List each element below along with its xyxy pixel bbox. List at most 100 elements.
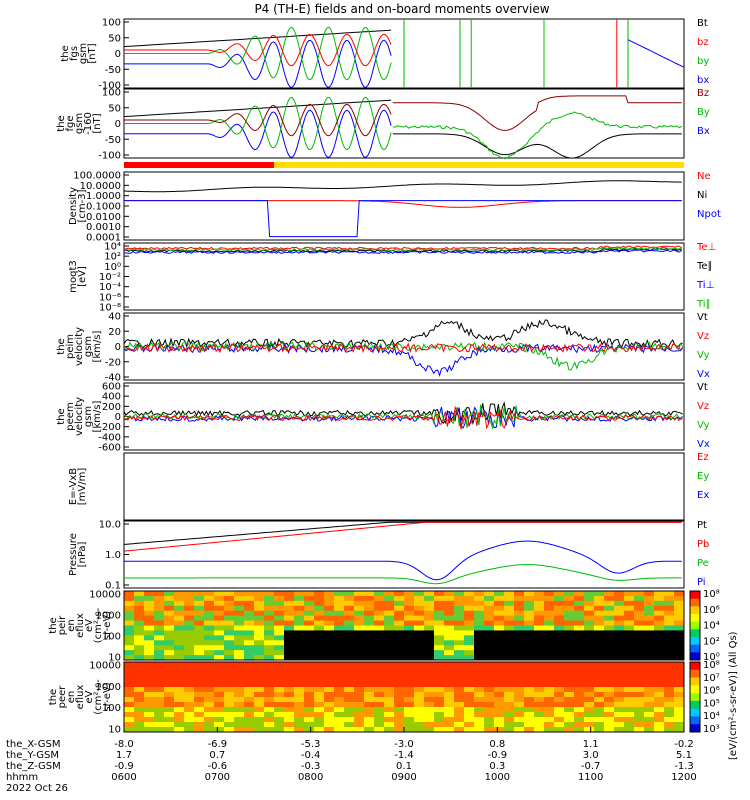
peer-cell bbox=[294, 722, 305, 728]
peir-cell bbox=[504, 610, 515, 617]
peer-cell bbox=[474, 722, 485, 728]
peer-cell bbox=[514, 672, 525, 678]
peer-cell bbox=[214, 717, 225, 723]
peir-cell bbox=[274, 635, 285, 641]
peir-cell bbox=[574, 635, 585, 641]
peir-cell bbox=[324, 625, 335, 631]
peir-cell bbox=[644, 615, 655, 622]
peer-cell bbox=[214, 707, 225, 713]
peir-cell bbox=[404, 650, 415, 656]
xaxis-tick-label: 1000 bbox=[485, 772, 510, 783]
peer-cell bbox=[524, 667, 535, 673]
peir-cell bbox=[604, 625, 615, 631]
peir-cell bbox=[224, 655, 235, 661]
peer-cell bbox=[494, 687, 505, 693]
peir-cell bbox=[404, 640, 415, 646]
peer-cell bbox=[544, 702, 555, 708]
peir-cell bbox=[504, 625, 515, 631]
peir-cell bbox=[214, 655, 225, 661]
peer-cell bbox=[324, 672, 335, 678]
peir-cell bbox=[154, 650, 165, 656]
panel-peim: thepeimvelocitygsm[km/s]40200-20-40VtVzV… bbox=[56, 312, 710, 384]
peir-cell bbox=[304, 591, 315, 597]
peir-cell bbox=[334, 600, 345, 607]
fge-trace-red bbox=[124, 103, 392, 137]
peer-cell bbox=[544, 707, 555, 713]
peir-cell bbox=[304, 620, 315, 626]
peir-cell bbox=[484, 595, 495, 602]
peir-cell bbox=[644, 605, 655, 612]
fge-ytick-label: 50 bbox=[108, 103, 121, 114]
peir-cell bbox=[244, 610, 255, 617]
peir-cell bbox=[634, 600, 645, 607]
peer-cell bbox=[354, 672, 365, 678]
peir-cell bbox=[594, 650, 605, 656]
peer-cell bbox=[534, 667, 545, 673]
peer-cell bbox=[364, 717, 375, 723]
peer-cell bbox=[384, 727, 395, 733]
efield-legend-item: Ey bbox=[697, 471, 709, 482]
peer-cell bbox=[254, 682, 265, 688]
peir-cell bbox=[124, 630, 135, 636]
peer-cell bbox=[414, 677, 425, 683]
peir-cell bbox=[414, 640, 425, 646]
peer-cell bbox=[574, 717, 585, 723]
peer-cell bbox=[384, 692, 395, 698]
peer-cell bbox=[124, 697, 135, 703]
peir-cell bbox=[514, 605, 525, 612]
peer-cell bbox=[664, 692, 675, 698]
peem-ytick-label: -200 bbox=[98, 422, 121, 433]
peer-cell bbox=[624, 727, 635, 733]
peer-cell bbox=[144, 687, 155, 693]
peer-cell bbox=[564, 662, 575, 668]
peir-cell bbox=[524, 591, 535, 597]
peir-cell bbox=[184, 625, 195, 631]
peir-cell bbox=[534, 640, 545, 646]
peer-cell bbox=[314, 677, 325, 683]
peer-cell bbox=[274, 677, 285, 683]
peer-cell bbox=[214, 727, 225, 733]
peer-cell bbox=[524, 662, 535, 668]
peer-cell bbox=[514, 727, 525, 733]
peer-cell bbox=[244, 707, 255, 713]
peir-cell bbox=[354, 610, 365, 617]
peer-cell bbox=[394, 717, 405, 723]
peer-cell bbox=[184, 712, 195, 718]
peir-cell bbox=[434, 645, 445, 651]
peer-cell bbox=[214, 712, 225, 718]
peir-cell bbox=[374, 645, 385, 651]
peir-cell bbox=[514, 630, 525, 636]
peir-cell bbox=[204, 625, 215, 631]
peir-cell bbox=[124, 610, 135, 617]
peer-cell bbox=[234, 697, 245, 703]
xaxis-tick-label: 5.1 bbox=[676, 750, 692, 761]
peem-legend-item: Vt bbox=[697, 382, 708, 393]
peer-cell bbox=[564, 722, 575, 728]
peer-cell bbox=[274, 707, 285, 713]
peer-cell bbox=[434, 667, 445, 673]
peir-cell bbox=[364, 615, 375, 622]
peir-cell bbox=[384, 630, 395, 636]
peir-cell bbox=[124, 595, 135, 602]
peir-cell bbox=[224, 645, 235, 651]
xaxis-tick-label: 0.3 bbox=[489, 761, 505, 772]
pressure-legend-item: Pb bbox=[697, 539, 709, 550]
temp-legend-item: Te⊥ bbox=[696, 242, 716, 253]
peer-cell bbox=[194, 692, 205, 698]
peir-cell bbox=[494, 615, 505, 622]
peir-cell bbox=[414, 645, 425, 651]
peer-cell bbox=[434, 727, 445, 733]
peer-cell bbox=[514, 707, 525, 713]
peim-ylabel-line: the bbox=[56, 338, 67, 354]
peir-cell bbox=[394, 605, 405, 612]
peir-cell bbox=[424, 615, 435, 622]
peer-cell bbox=[354, 712, 365, 718]
peim-ylabel-line: gsm bbox=[83, 336, 94, 357]
density-legend-item: Npot bbox=[697, 209, 721, 220]
peer-cell bbox=[674, 687, 685, 693]
peir-cell bbox=[254, 655, 265, 661]
peer-cell bbox=[154, 712, 165, 718]
peer-cell bbox=[664, 697, 675, 703]
peim-ylabel-line: velocity bbox=[74, 327, 85, 366]
xaxis-tick-label: 1200 bbox=[671, 772, 696, 783]
